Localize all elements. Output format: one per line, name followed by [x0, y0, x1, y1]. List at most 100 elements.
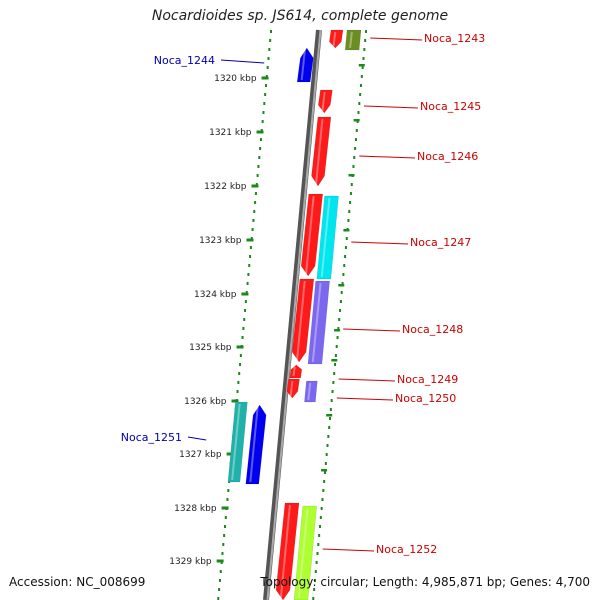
tick-label: 1322 kbp	[204, 182, 247, 192]
gene-label[interactable]: Noca_1244	[154, 54, 215, 67]
gene-highlight	[315, 118, 324, 185]
tick-label: 1323 kbp	[199, 236, 242, 246]
gene-highlight	[305, 195, 315, 275]
tick-label: 1320 kbp	[214, 74, 257, 84]
guide-dot	[343, 264, 346, 267]
gene-label[interactable]: Noca_1245	[420, 100, 481, 113]
gene-arrow[interactable]	[329, 29, 344, 49]
gene-label[interactable]: Noca_1243	[424, 32, 485, 45]
guide-dot	[329, 417, 332, 420]
guide-dot	[323, 471, 326, 474]
gene-arrow[interactable]	[245, 404, 267, 485]
guide-dot	[359, 93, 362, 96]
guide-dot	[267, 57, 270, 60]
guide-dot	[249, 246, 252, 249]
guide-dot	[223, 525, 226, 528]
minor-tick	[326, 414, 333, 417]
guide-dot	[319, 516, 322, 519]
guide-dot	[218, 579, 221, 582]
gene-arrow[interactable]	[307, 280, 330, 365]
guide-dot	[223, 534, 226, 537]
gene-highlight	[349, 31, 353, 49]
topology-label: Topology: circular; Length: 4,985,871 bp…	[260, 575, 590, 589]
gene-arrow[interactable]	[296, 47, 314, 83]
guide-dot	[254, 192, 257, 195]
gene-highlight	[231, 403, 241, 481]
guide-dot	[326, 444, 329, 447]
gene-label[interactable]: Noca_1248	[402, 323, 463, 336]
gene-arrow[interactable]	[318, 89, 333, 114]
gene-highlight	[332, 31, 337, 47]
gene-arrow[interactable]	[316, 195, 339, 280]
guide-dot	[352, 165, 355, 168]
guide-dot	[264, 93, 267, 96]
guide-dot	[253, 210, 256, 213]
guide-dot	[340, 291, 343, 294]
guide-dot	[359, 84, 362, 87]
gene-arrow[interactable]	[300, 193, 324, 277]
gene-label[interactable]: Noca_1246	[417, 150, 478, 163]
backbone-line	[263, 29, 322, 600]
label-leader	[370, 37, 423, 41]
gene-label[interactable]: Noca_1252	[376, 543, 437, 556]
gene-arrow[interactable]	[275, 502, 300, 600]
guide-dot	[316, 552, 319, 555]
guide-dot	[354, 138, 357, 141]
gene-arrow[interactable]	[286, 378, 300, 399]
guide-dot	[246, 282, 249, 285]
guide-dot	[314, 570, 317, 573]
gene-arrow[interactable]	[344, 29, 362, 51]
label-leader	[343, 328, 401, 332]
gene-label[interactable]: Noca_1249	[397, 373, 458, 386]
gene-arrow[interactable]	[311, 116, 332, 187]
guide-dot	[313, 579, 316, 582]
guide-dot	[337, 327, 340, 330]
guide-dot	[317, 543, 320, 546]
minor-tick	[321, 469, 328, 472]
genome-title: Nocardioides sp. JS614, complete genome	[151, 8, 449, 24]
gene-label[interactable]: Noca_1247	[410, 236, 471, 249]
guide-dot	[365, 30, 367, 33]
guide-dot	[236, 390, 239, 393]
guide-dot	[239, 363, 242, 366]
label-leader	[351, 241, 409, 245]
minor-tick	[334, 329, 341, 332]
guide-dot	[342, 273, 345, 276]
tick-label: 1327 kbp	[179, 450, 222, 460]
gene-label[interactable]: Noca_1250	[395, 392, 456, 405]
guide-dot	[243, 318, 246, 321]
guide-dot	[226, 498, 229, 501]
gene-highlight	[307, 382, 312, 401]
gene-arrow[interactable]	[291, 278, 315, 363]
gene-arrow[interactable]	[304, 380, 318, 403]
guide-dot	[241, 336, 244, 339]
gene-arrow[interactable]	[293, 505, 318, 600]
gene-arrow[interactable]	[289, 364, 303, 379]
label-leader	[336, 397, 394, 401]
guide-dot	[358, 102, 361, 105]
tick-mark	[216, 559, 224, 563]
label-leader	[359, 155, 416, 159]
tick-mark	[261, 76, 269, 80]
guide-dot	[259, 147, 262, 150]
guide-dot	[348, 210, 351, 213]
guide-dot	[332, 381, 335, 384]
gene-label[interactable]: Noca_1251	[121, 431, 182, 444]
guide-dot	[324, 462, 327, 465]
tick-label: 1328 kbp	[174, 504, 217, 514]
guide-dot	[221, 552, 224, 555]
guide-dot	[334, 354, 337, 357]
gene-highlight	[279, 504, 291, 599]
guide-dot	[344, 255, 347, 258]
guide-dot	[349, 201, 352, 204]
guide-dot	[258, 156, 261, 159]
label-leader	[363, 105, 419, 109]
guide-dot	[259, 138, 262, 141]
guide-dot	[269, 39, 272, 42]
minor-tick	[348, 174, 355, 177]
gene-highlight	[289, 380, 294, 397]
gene-arrow[interactable]	[227, 401, 248, 483]
gene-highlight	[320, 197, 331, 278]
guide-dot	[217, 597, 220, 600]
